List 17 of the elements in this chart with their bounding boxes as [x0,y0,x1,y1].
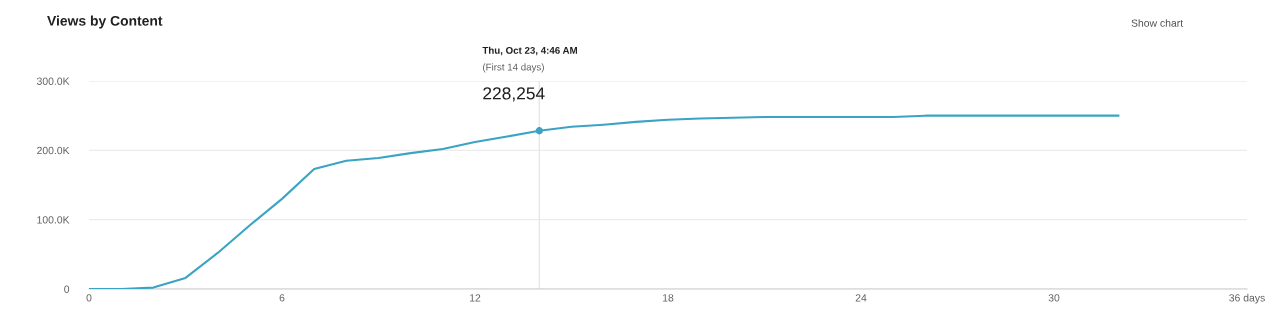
y-tick-label: 200.0K [37,146,70,155]
annotation: 228,254 [483,87,545,102]
text: (First 14 days) [482,63,544,73]
text: Show chart [1131,19,1184,27]
y-tick-label: 100.0K [37,216,70,224]
x-tick-label: 30 [1048,294,1060,302]
x-tick-label: 12 [470,294,481,302]
y-tick-label: 0 [64,285,70,293]
x-tick-label: 18 [663,294,674,302]
x-tick-label: 36 days [1229,293,1265,304]
x-tick-label: 0 [86,294,92,302]
x-tick-label: 24 [855,294,867,302]
line-series [89,114,1120,289]
y-tick-label: 300.0K [36,77,70,85]
chart-title: Views by Content [47,15,163,29]
x-tick-label: 6 [279,294,285,302]
text: Thu, Oct 23, 4:46 AM [482,46,577,56]
